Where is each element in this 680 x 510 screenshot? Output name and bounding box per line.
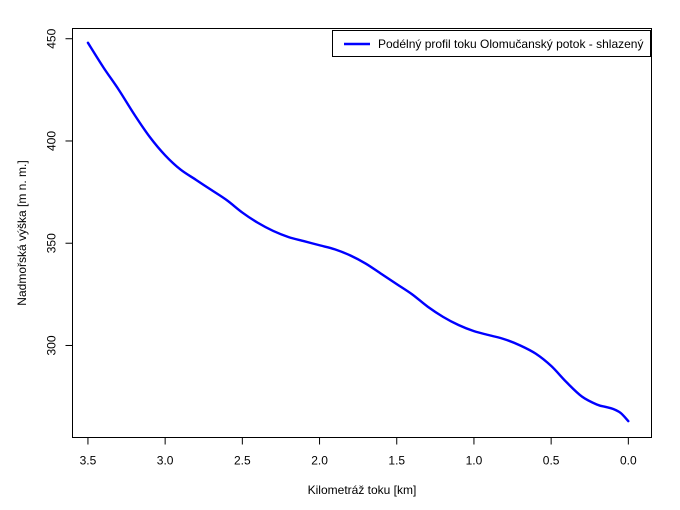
x-tick-label: 0.0 — [620, 454, 637, 468]
y-tick-label: 350 — [45, 233, 59, 253]
x-tick-label: 1.5 — [388, 454, 405, 468]
x-axis: 3.5 3.0 2.5 2.0 1.5 1.0 0.5 0.0 — [80, 437, 637, 468]
y-axis: 300 350 400 450 — [45, 28, 73, 355]
x-tick-label: 2.0 — [311, 454, 328, 468]
x-tick-label: 3.0 — [157, 454, 174, 468]
x-tick-label: 0.5 — [543, 454, 560, 468]
x-tick-label: 1.0 — [466, 454, 483, 468]
legend: Podélný profil toku Olomučanský potok - … — [332, 30, 651, 57]
y-tick-label: 300 — [45, 335, 59, 355]
plot-frame — [72, 28, 652, 438]
x-axis-title: Kilometráž toku [km] — [308, 483, 417, 497]
x-tick-label: 3.5 — [80, 454, 97, 468]
x-tick-label: 2.5 — [234, 454, 251, 468]
series-line-olomucansky-potok — [86, 41, 630, 423]
y-axis-title: Nadmořská výška [m n. m.] — [15, 160, 29, 305]
legend-label: Podélný profil toku Olomučanský potok - … — [378, 37, 643, 51]
legend-box — [332, 30, 651, 57]
y-tick-label: 400 — [45, 131, 59, 151]
y-tick-label: 450 — [45, 28, 59, 48]
